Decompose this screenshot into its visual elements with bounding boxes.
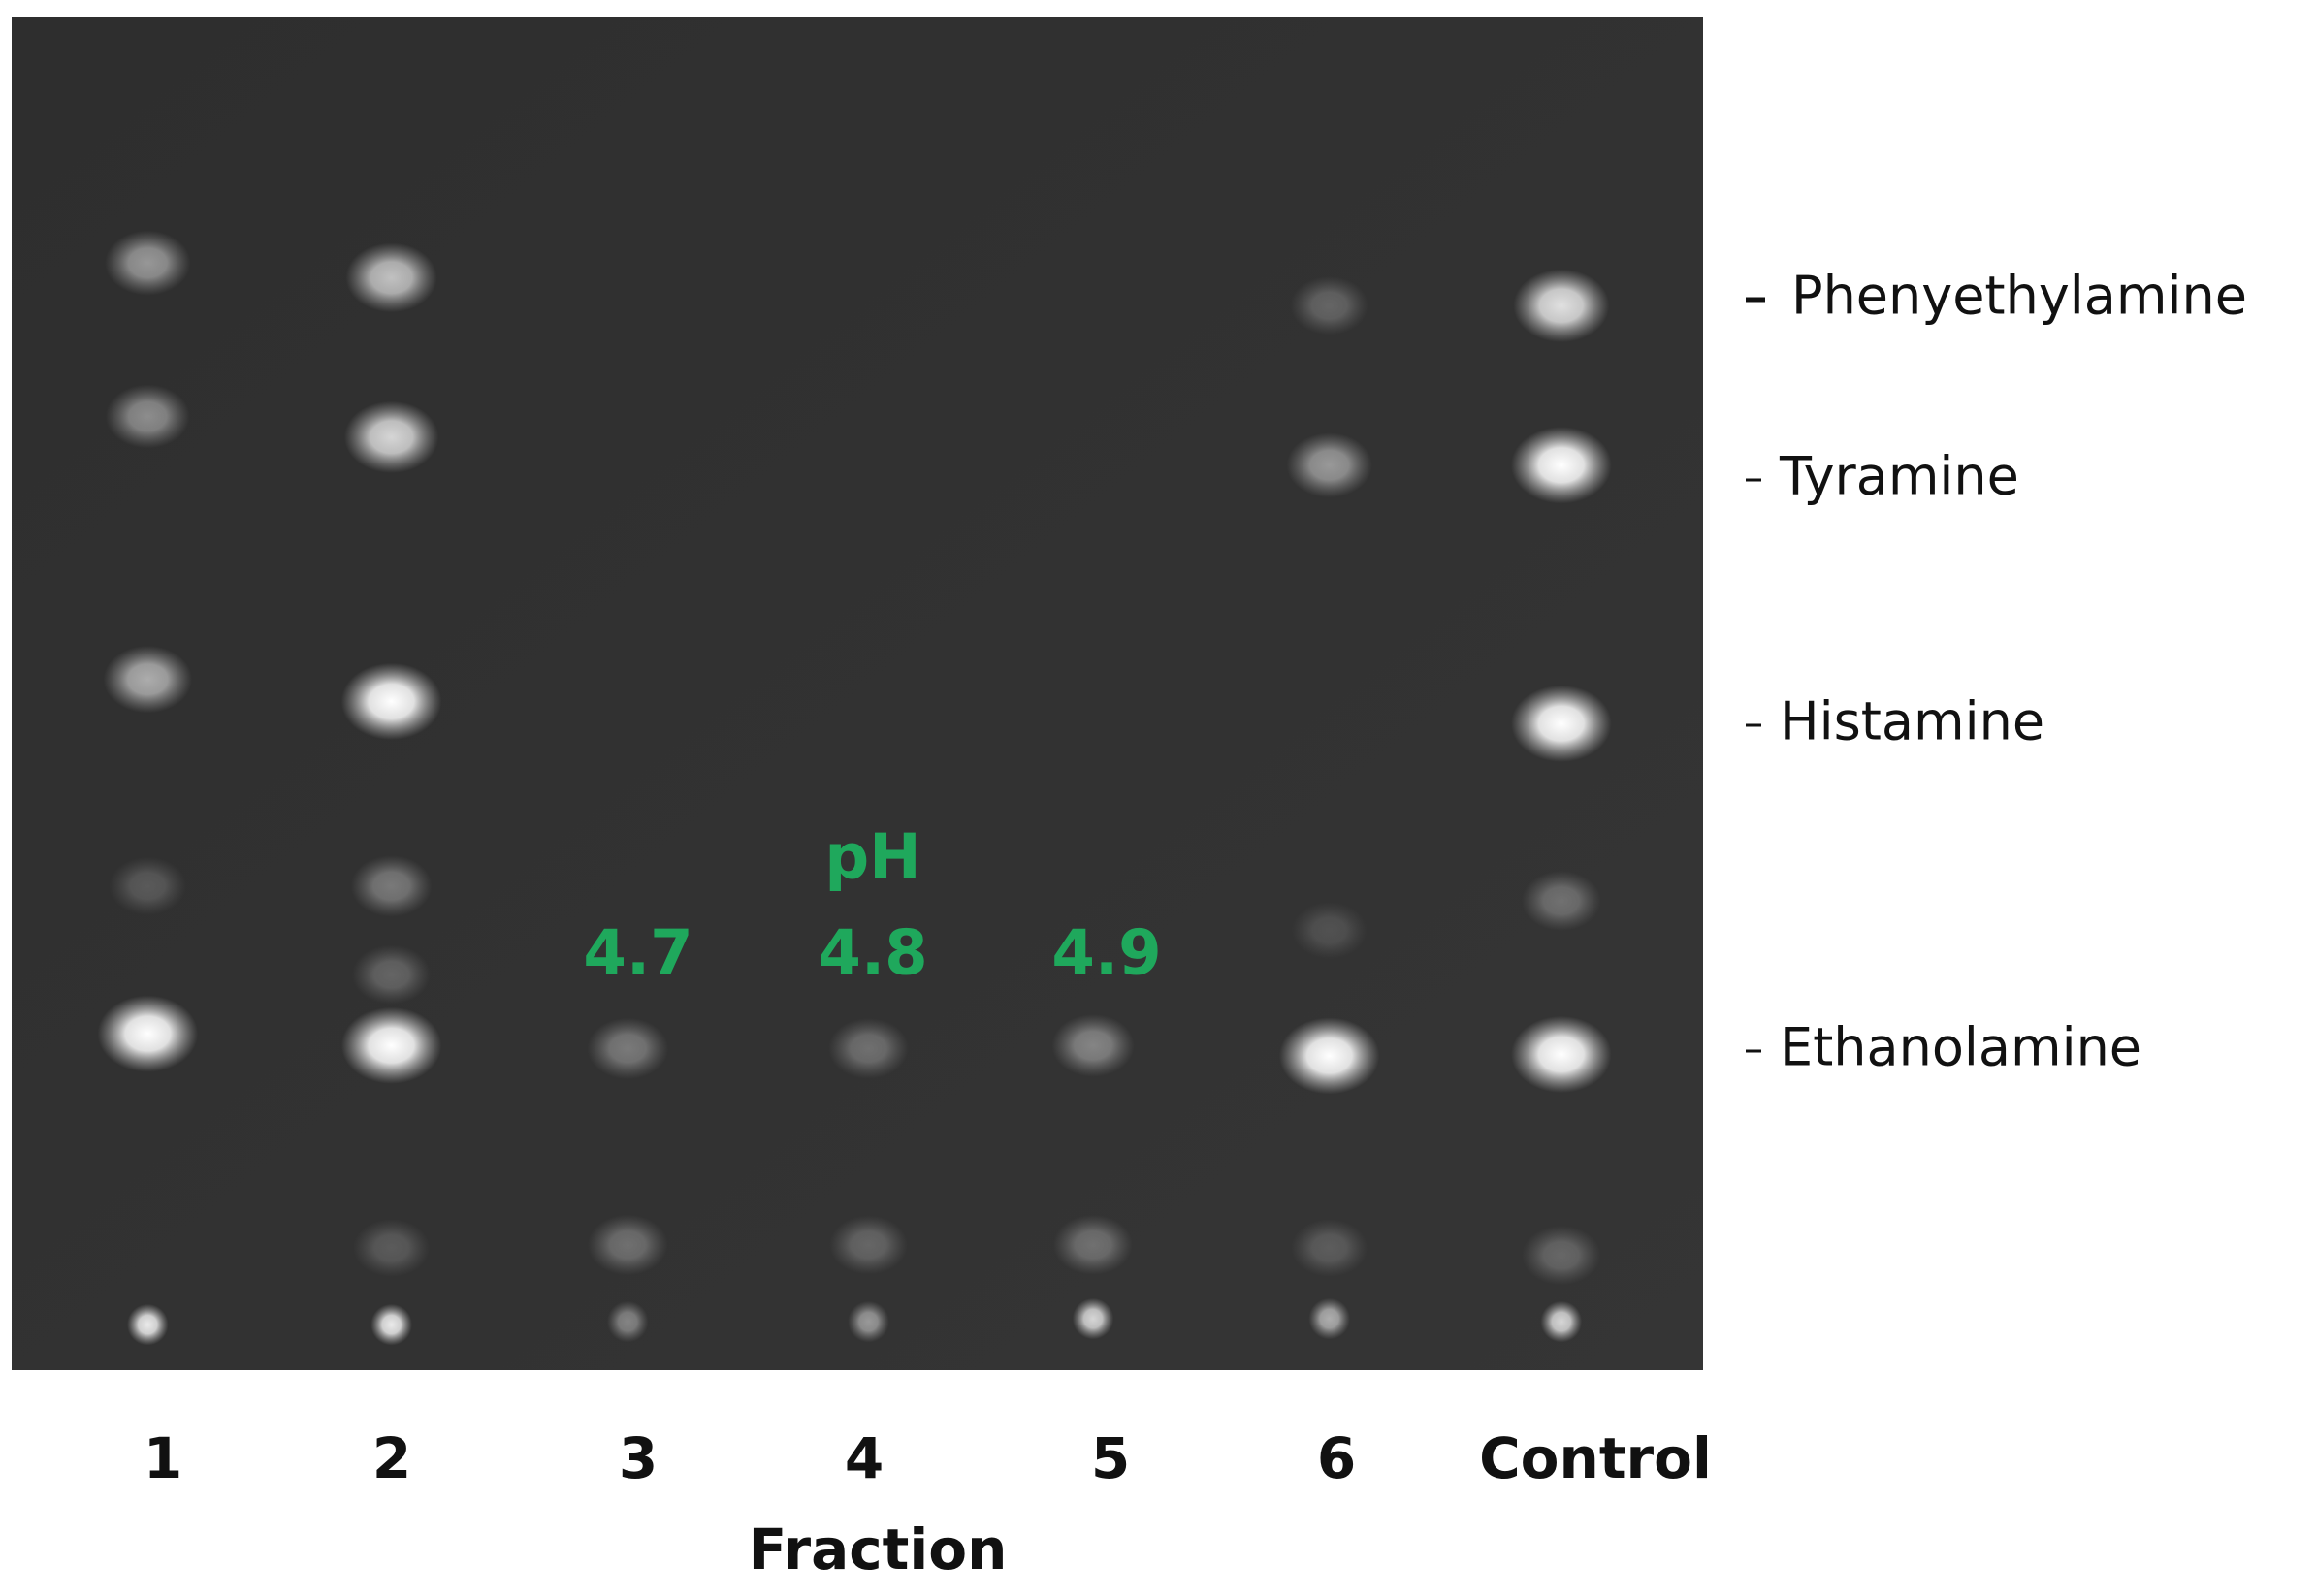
lane-label: Control: [1479, 1425, 1712, 1491]
spot: [352, 1219, 431, 1277]
spot: [1290, 275, 1369, 335]
spots: [97, 230, 1612, 1346]
spot: [1052, 1214, 1134, 1275]
spot: [1051, 1013, 1135, 1077]
spot: [1511, 1015, 1612, 1094]
spot: [1511, 685, 1612, 762]
spot: [126, 1303, 169, 1346]
spot: [340, 662, 442, 741]
spot: [1522, 1226, 1601, 1286]
spot: [1308, 1297, 1351, 1340]
spot: [828, 1018, 909, 1079]
lane-label: 2: [372, 1425, 411, 1491]
spot: [606, 1300, 649, 1343]
tlc-plate: [12, 17, 1703, 1370]
compound-label: Ethanolamine: [1780, 1017, 2141, 1078]
spot: [352, 944, 431, 1005]
lane-label: 6: [1317, 1425, 1356, 1491]
lane-label: 4: [845, 1425, 884, 1491]
compound-label: Histamine: [1780, 691, 2044, 752]
spot: [1278, 1017, 1380, 1095]
spot: [109, 856, 186, 915]
spot: [1511, 427, 1612, 504]
ph-value: 4.9: [1051, 918, 1161, 990]
spot: [1286, 432, 1372, 498]
compound-label: Phenyethylamine: [1791, 266, 2247, 327]
spot: [343, 400, 439, 473]
spot: [848, 1300, 889, 1343]
spot: [1291, 1219, 1368, 1277]
spot: [587, 1017, 669, 1080]
spot: [1291, 902, 1368, 959]
spot: [105, 384, 190, 449]
spot: [1513, 269, 1610, 343]
spot: [829, 1215, 908, 1275]
ph-value: 4.7: [583, 918, 692, 990]
spot: [97, 995, 199, 1072]
spot: [350, 855, 433, 917]
spot: [588, 1214, 668, 1275]
spot: [103, 645, 192, 714]
ph-value: 4.8: [818, 918, 927, 990]
spot: [1540, 1300, 1583, 1343]
spot: [1521, 870, 1601, 932]
spot: [345, 242, 437, 313]
ph-title: pH: [824, 822, 920, 894]
compound-label: Tyramine: [1779, 446, 2019, 507]
spot: [340, 1006, 442, 1084]
lane-label: 3: [619, 1425, 658, 1491]
spot: [1072, 1297, 1114, 1340]
lane-label: 1: [144, 1425, 182, 1491]
x-label: Fraction: [749, 1516, 1008, 1582]
spot: [370, 1303, 412, 1346]
spot: [105, 230, 191, 296]
lane-label: 5: [1091, 1425, 1130, 1491]
